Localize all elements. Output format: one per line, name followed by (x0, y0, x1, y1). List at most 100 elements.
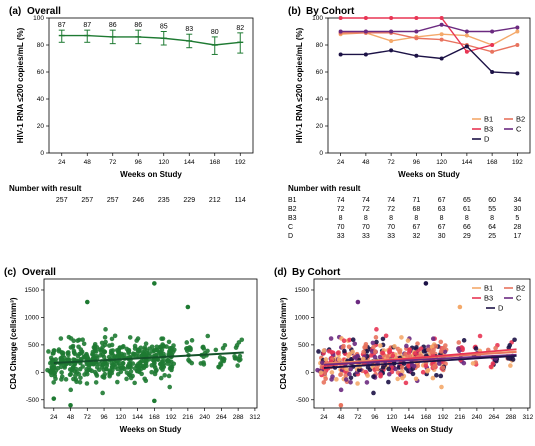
x-tick-label: 192 (437, 414, 448, 421)
x-tick-label: 120 (436, 159, 447, 166)
legend-label-C: C (516, 125, 522, 134)
table-cell: 64 (488, 224, 496, 231)
data-point-D (439, 56, 444, 61)
x-tick-label: 192 (512, 159, 523, 166)
scatter-point (348, 357, 354, 362)
scatter-point (434, 372, 439, 378)
scatter-point (321, 348, 327, 353)
scatter-point (405, 338, 411, 343)
series-line-D (340, 45, 518, 75)
table-row-label: B3 (288, 215, 297, 222)
scatter-point (162, 372, 168, 378)
scatter-point (418, 346, 424, 351)
scatter-point (104, 366, 109, 372)
x-tick-label: 24 (337, 159, 345, 166)
scatter-point (147, 346, 152, 351)
scatter-point (473, 346, 479, 351)
table-cell: 70 (387, 224, 395, 231)
scatter-point (438, 339, 444, 345)
table-row-label: B1 (288, 197, 297, 204)
y-tick-label: 20 (316, 123, 324, 130)
scatter-point-extreme (423, 281, 429, 286)
scatter-point (380, 365, 386, 370)
scatter-point (403, 351, 408, 357)
legend-label-C: C (516, 294, 522, 303)
data-point-D (490, 70, 495, 74)
table-cell: 67 (412, 224, 420, 231)
scatter-point (59, 349, 64, 355)
scatter-point (508, 363, 513, 368)
scatter-point (234, 343, 240, 348)
table-cell: 29 (463, 233, 471, 240)
y-tick-label: 1500 (25, 287, 40, 294)
scatter-point (216, 364, 221, 370)
scatter-point (399, 365, 405, 370)
scatter-point (127, 360, 132, 366)
scatter-point (72, 361, 78, 367)
scatter-point (119, 353, 125, 359)
scatter-point (184, 346, 189, 351)
data-point-B3 (414, 16, 419, 20)
scatter-point (456, 340, 462, 345)
series-line-B1 (340, 30, 518, 46)
scatter-point (121, 344, 126, 349)
table-cell: 114 (235, 197, 246, 204)
table-cell: 60 (488, 197, 496, 204)
data-point-B2 (490, 49, 495, 54)
scatter-point (73, 373, 78, 378)
panel-label-d: (d) (274, 267, 287, 278)
scatter-point (103, 327, 108, 332)
table-cell: 229 (183, 197, 195, 204)
data-point-D (515, 71, 520, 76)
x-tick-label: 216 (454, 414, 465, 421)
x-tick-label: 48 (67, 414, 75, 421)
scatter-point (169, 345, 174, 351)
table-cell: 72 (362, 206, 370, 213)
scatter-point (426, 347, 431, 353)
scatter-point (343, 373, 349, 378)
scatter-point (124, 376, 129, 382)
scatter-point (71, 338, 76, 344)
table-cell: 34 (513, 197, 521, 204)
table-cell: 65 (463, 197, 471, 204)
scatter-point-extreme (152, 398, 157, 404)
scatter-point (346, 344, 352, 350)
x-tick-label: 288 (233, 414, 244, 421)
scatter-point (76, 344, 81, 350)
scatter-point (328, 336, 334, 341)
x-tick-label: 216 (182, 414, 193, 421)
scatter-point (361, 349, 366, 355)
scatter-point (425, 367, 431, 373)
scatter-point (102, 335, 108, 340)
y-axis-label: HIV-1 RNA ≤200 copies/mL (%) (295, 27, 304, 143)
table-cell: 32 (412, 233, 420, 240)
legend-label-B2: B2 (516, 115, 525, 124)
scatter-point (355, 381, 360, 386)
x-tick-label: 72 (109, 159, 117, 166)
scatter-point (373, 349, 378, 354)
data-point-C (389, 29, 394, 34)
scatter-point (323, 376, 328, 382)
x-tick-label: 312 (522, 414, 533, 421)
scatter-point-extreme (338, 402, 344, 408)
x-tick-label: 72 (84, 414, 92, 421)
scatter-point (79, 349, 85, 355)
table-cell: 70 (362, 224, 370, 231)
scatter-point (400, 375, 405, 381)
scatter-point (335, 350, 341, 356)
x-tick-label: 240 (199, 414, 210, 421)
scatter-point (404, 343, 409, 349)
scatter-point (397, 348, 403, 354)
scatter-point (348, 379, 353, 385)
data-point-C (414, 29, 419, 34)
scatter-point (390, 353, 396, 359)
scatter-point (68, 387, 74, 393)
y-tick-label: 100 (312, 15, 323, 22)
x-tick-label: 48 (337, 414, 345, 421)
table-cell: 8 (465, 215, 469, 222)
series-line-B3 (340, 17, 493, 53)
scatter-point (59, 377, 64, 382)
scatter-point (189, 360, 195, 366)
scatter-point (67, 372, 73, 378)
table-cell: 74 (362, 197, 370, 204)
